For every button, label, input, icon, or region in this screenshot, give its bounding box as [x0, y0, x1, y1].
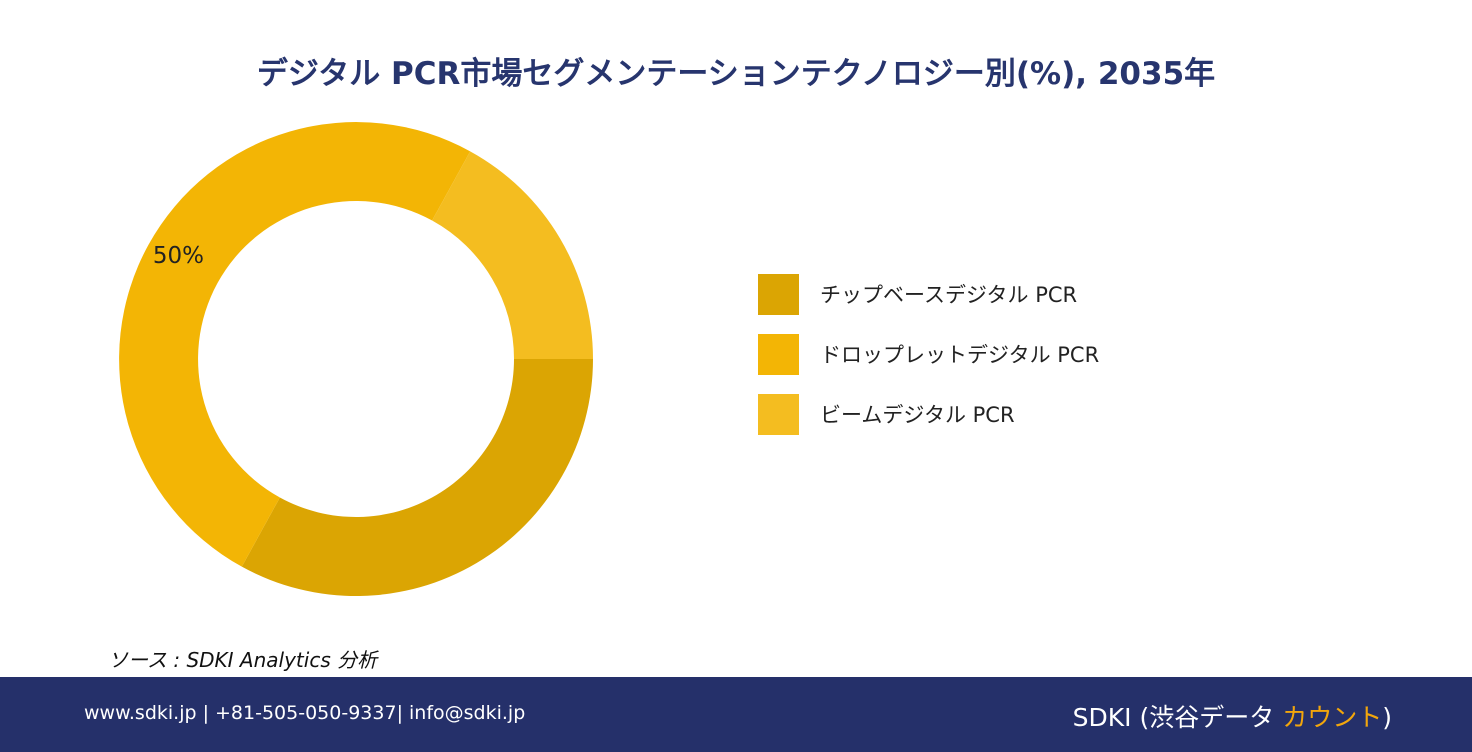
footer-contact: www.sdki.jp | +81-505-050-9337| info@sdk…	[84, 702, 526, 724]
legend-item-chip-based: チップベースデジタル PCR	[758, 273, 1099, 315]
legend-swatch	[758, 273, 799, 315]
brand-suffix: )	[1382, 703, 1392, 732]
legend-swatch	[758, 393, 799, 435]
donut-slice	[119, 122, 471, 567]
chart-legend: チップベースデジタル PCR ドロップレットデジタル PCR ビームデジタル P…	[758, 273, 1100, 454]
footer-brand-logo: SDKI (渋谷データ カウント)	[1073, 698, 1392, 734]
source-note: ソース : SDKI Analytics 分析	[108, 648, 378, 672]
legend-item-droplet: ドロップレットデジタル PCR	[758, 333, 1100, 375]
brand-prefix: SDKI (渋谷データ	[1072, 703, 1283, 732]
legend-label: ビームデジタル PCR	[820, 403, 1015, 427]
legend-item-beam: ビームデジタル PCR	[758, 393, 1099, 435]
donut-slice	[241, 359, 593, 596]
legend-label: チップベースデジタル PCR	[820, 283, 1078, 307]
slice-data-label: 50%	[153, 243, 204, 269]
brand-accent: カウント	[1282, 703, 1383, 732]
footer-bar: www.sdki.jp | +81-505-050-9337| info@sdk…	[0, 677, 1472, 752]
chart-title: デジタル PCR市場セグメンテーションテクノロジー別(%), 2035年	[256, 56, 1216, 92]
donut-slice	[432, 151, 593, 359]
legend-swatch	[758, 333, 799, 375]
donut-chart: 50%	[119, 122, 593, 596]
legend-label: ドロップレットデジタル PCR	[820, 343, 1100, 367]
